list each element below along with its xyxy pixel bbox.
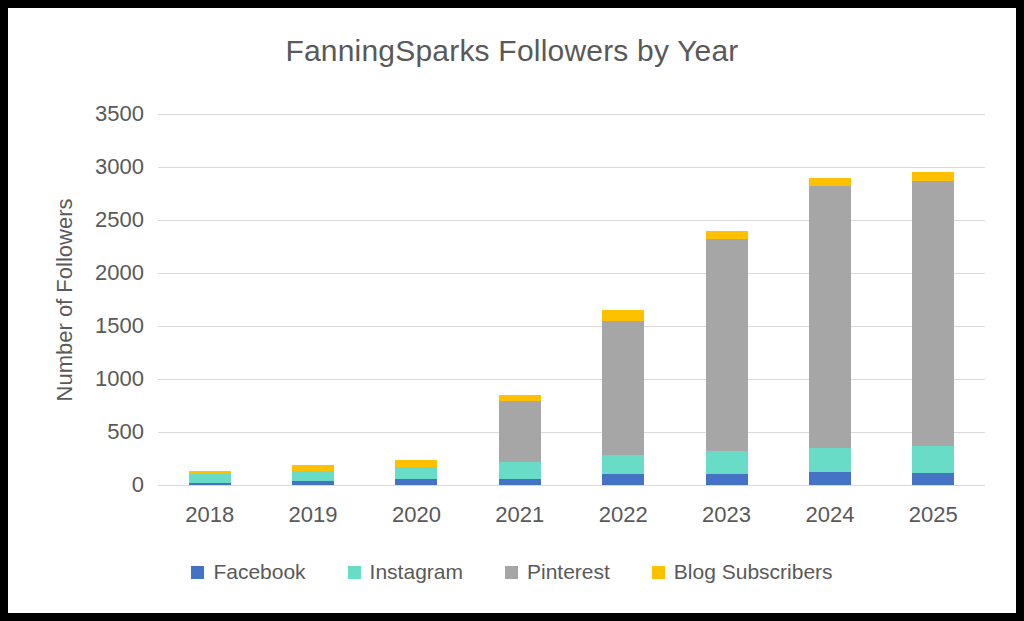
bar-segment-instagram-2022 bbox=[602, 455, 644, 474]
bar-segment-pinterest-2021 bbox=[499, 401, 541, 462]
bar-segment-facebook-2023 bbox=[706, 474, 748, 485]
bar-2018 bbox=[189, 114, 231, 485]
bar-segment-pinterest-2024 bbox=[809, 186, 851, 449]
x-tick-label-2019: 2019 bbox=[261, 502, 364, 528]
bar-2023 bbox=[706, 114, 748, 485]
legend-item-instagram: Instagram bbox=[348, 560, 463, 584]
legend-label-blog-subscribers: Blog Subscribers bbox=[674, 560, 833, 584]
legend-swatch-instagram bbox=[348, 566, 361, 579]
x-axis-tick-labels: 20182019202020212022202320242025 bbox=[158, 502, 985, 528]
bar-segment-pinterest-2023 bbox=[706, 239, 748, 450]
chart-title: FanningSparks Followers by Year bbox=[8, 34, 1016, 68]
legend-swatch-pinterest bbox=[505, 566, 518, 579]
bars-layer bbox=[158, 114, 985, 485]
bar-slot-2019 bbox=[261, 114, 364, 485]
x-tick-label-2021: 2021 bbox=[468, 502, 571, 528]
bar-2025 bbox=[912, 114, 954, 485]
legend-swatch-blog-subscribers bbox=[652, 566, 665, 579]
bar-segment-instagram-2018 bbox=[189, 474, 231, 484]
bar-segment-blog-subscribers-2020 bbox=[395, 460, 437, 467]
bar-segment-facebook-2019 bbox=[292, 481, 334, 485]
bar-slot-2020 bbox=[365, 114, 468, 485]
bar-segment-facebook-2025 bbox=[912, 473, 954, 485]
bar-2024 bbox=[809, 114, 851, 485]
chart-frame: FanningSparks Followers by Year Number o… bbox=[0, 0, 1024, 621]
bar-slot-2021 bbox=[468, 114, 571, 485]
bar-slot-2023 bbox=[675, 114, 778, 485]
x-tick-label-2023: 2023 bbox=[675, 502, 778, 528]
bar-segment-facebook-2021 bbox=[499, 479, 541, 485]
legend-item-facebook: Facebook bbox=[191, 560, 305, 584]
bar-segment-facebook-2022 bbox=[602, 474, 644, 485]
legend-swatch-facebook bbox=[191, 566, 204, 579]
bar-segment-blog-subscribers-2023 bbox=[706, 231, 748, 239]
y-tick-label-500: 500 bbox=[107, 419, 144, 445]
legend-item-blog-subscribers: Blog Subscribers bbox=[652, 560, 833, 584]
bar-segment-instagram-2024 bbox=[809, 448, 851, 472]
gridline-0 bbox=[158, 485, 985, 486]
y-tick-label-1500: 1500 bbox=[95, 313, 144, 339]
bar-segment-facebook-2018 bbox=[189, 483, 231, 485]
x-tick-label-2024: 2024 bbox=[778, 502, 881, 528]
bar-2020 bbox=[395, 114, 437, 485]
bar-slot-2025 bbox=[882, 114, 985, 485]
bar-segment-instagram-2025 bbox=[912, 446, 954, 473]
plot-area bbox=[158, 114, 985, 485]
bar-segment-pinterest-2025 bbox=[912, 181, 954, 445]
bar-segment-instagram-2021 bbox=[499, 462, 541, 479]
y-tick-label-1000: 1000 bbox=[95, 366, 144, 392]
bar-segment-instagram-2023 bbox=[706, 451, 748, 475]
bar-segment-blog-subscribers-2024 bbox=[809, 178, 851, 186]
legend-item-pinterest: Pinterest bbox=[505, 560, 610, 584]
bar-segment-pinterest-2022 bbox=[602, 321, 644, 456]
bar-segment-instagram-2019 bbox=[292, 471, 334, 481]
x-tick-label-2020: 2020 bbox=[365, 502, 468, 528]
bar-segment-blog-subscribers-2022 bbox=[602, 310, 644, 321]
legend-label-pinterest: Pinterest bbox=[527, 560, 610, 584]
bar-2021 bbox=[499, 114, 541, 485]
y-tick-label-2500: 2500 bbox=[95, 207, 144, 233]
bar-segment-facebook-2020 bbox=[395, 479, 437, 485]
bar-segment-instagram-2020 bbox=[395, 467, 437, 479]
chart-legend: Facebook Instagram Pinterest Blog Subscribe… bbox=[8, 560, 1016, 584]
y-tick-label-2000: 2000 bbox=[95, 260, 144, 286]
y-tick-label-0: 0 bbox=[132, 472, 144, 498]
legend-label-facebook: Facebook bbox=[213, 560, 305, 584]
bar-slot-2022 bbox=[572, 114, 675, 485]
y-tick-label-3000: 3000 bbox=[95, 154, 144, 180]
legend-label-instagram: Instagram bbox=[370, 560, 463, 584]
y-tick-label-3500: 3500 bbox=[95, 101, 144, 127]
bar-2019 bbox=[292, 114, 334, 485]
bar-slot-2024 bbox=[778, 114, 881, 485]
bar-2022 bbox=[602, 114, 644, 485]
bar-slot-2018 bbox=[158, 114, 261, 485]
bar-segment-facebook-2024 bbox=[809, 472, 851, 485]
x-tick-label-2022: 2022 bbox=[572, 502, 675, 528]
x-tick-label-2018: 2018 bbox=[158, 502, 261, 528]
bar-segment-blog-subscribers-2025 bbox=[912, 172, 954, 181]
y-axis-tick-labels: 0500100015002000250030003500 bbox=[8, 114, 144, 485]
x-tick-label-2025: 2025 bbox=[882, 502, 985, 528]
